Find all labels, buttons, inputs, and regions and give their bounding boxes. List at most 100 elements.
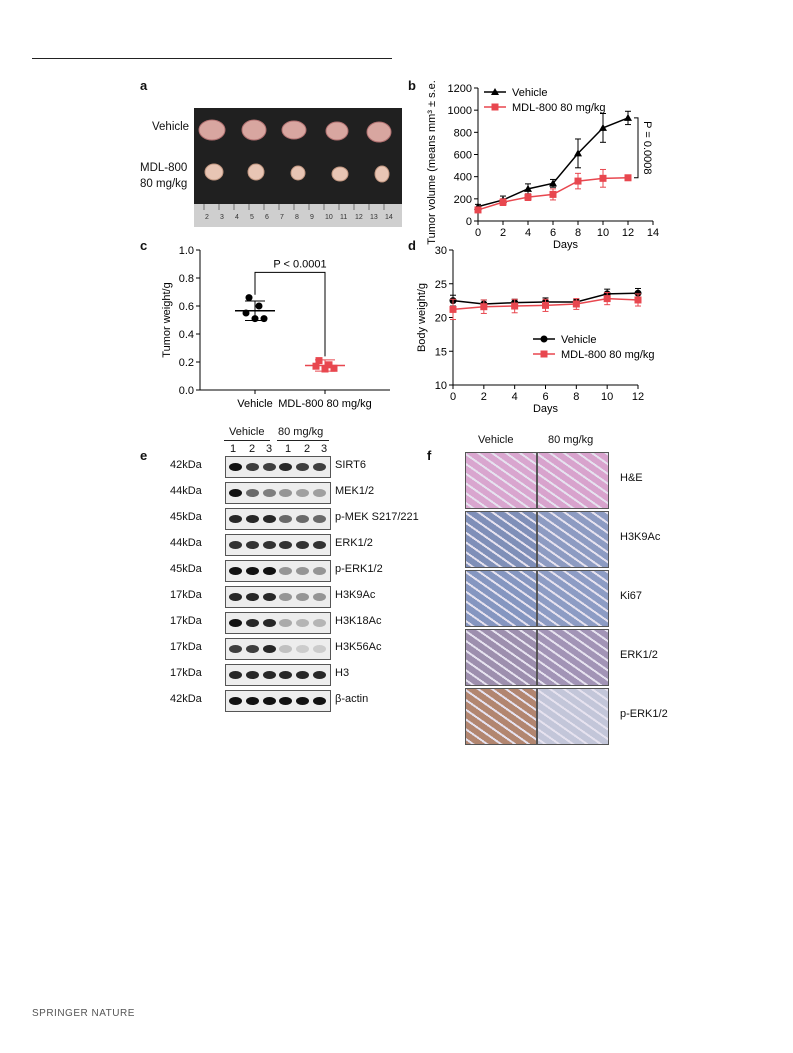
blot-band [313,489,326,497]
x-tick-label: 0 [450,391,456,403]
blot-kda-label: 17kDa [170,615,202,627]
x-tick-label: 4 [525,227,531,239]
ruler-tick-label: 12 [355,214,363,221]
y-tick-label: 200 [454,194,472,206]
panel-letter-b: b [408,78,416,93]
blot-band [296,541,310,549]
ruler-tick-label: 2 [205,214,209,221]
blot-protein-label: H3K18Ac [335,615,382,627]
ihc-image [537,629,609,686]
ihc-image [465,452,537,509]
blot-band [229,593,242,601]
blot-band [245,515,259,523]
blot-kda-label: 42kDa [170,693,202,705]
y-axis-label: Body weight/g [416,283,428,352]
ihc-stain-label: ERK1/2 [620,649,658,661]
lane-label: 2 [304,443,311,455]
x-tick-label: 6 [542,391,548,403]
blot-band [229,671,242,679]
y-tick-label: 400 [454,172,472,184]
ihc-header-vehicle: Vehicle [478,434,514,446]
blot-band [245,593,259,601]
legend-marker [540,350,548,358]
blot-band [296,645,310,653]
blot-kda-label: 17kDa [170,589,202,601]
blot-band [296,489,310,497]
blot-kda-label: 17kDa [170,641,202,653]
blot-band [279,697,293,705]
legend-label: Vehicle [561,334,596,346]
y-tick-label: 1200 [448,83,472,95]
blot-header-line-dose [277,440,329,441]
lane-label: 1 [230,443,237,455]
data-point [574,177,582,185]
x-tick-label: 4 [512,391,518,403]
blot-band [245,567,259,575]
legend-marker [540,335,548,343]
x-tick-label: 6 [550,227,556,239]
blot-band [279,671,293,679]
y-tick-label: 0.8 [179,273,194,285]
lane-label: 2 [249,443,256,455]
y-tick-label: 20 [435,313,447,325]
panel-letter-e: e [140,448,148,463]
legend-label: MDL-800 80 mg/kg [561,349,655,361]
x-axis-label: Days [533,403,559,415]
blot-band [296,697,310,705]
blot-band [229,541,242,549]
blot-band [296,619,310,627]
x-tick-label: 8 [573,391,579,403]
ruler-tick-label: 7 [280,214,284,221]
blot-header-dose: 80 mg/kg [278,426,324,438]
group-1 [305,357,345,373]
x-tick-label: 0 [475,227,481,239]
p-value-annotation: P = 0.0008 [641,121,653,174]
legend-marker [491,88,499,95]
chart-d-body-weight: 10 15 20 25 30 0 2 4 6 8 10 12 Days Body weight/g Vehi… [416,245,655,415]
x-tick-label: MDL-800 80 mg/kg [278,398,372,410]
blot-band [262,515,276,523]
ihc-stain-label: Ki67 [620,590,643,602]
p-value-annotation: P < 0.0001 [273,258,326,270]
blot-band [279,489,293,497]
ihc-image [465,511,537,568]
data-point [325,361,333,369]
y-tick-label: 0 [466,216,472,228]
blot-strip [225,456,331,478]
blot-kda-label: 44kDa [170,485,202,497]
data-point [542,301,549,309]
blot-protein-label: β-actin [335,693,369,705]
data-point [474,206,482,214]
blot-band [229,489,242,497]
x-tick-label: 10 [601,391,613,403]
data-point [572,300,580,308]
ihc-image [537,688,609,745]
blot-strip [225,638,331,660]
ruler-tick-label: 13 [370,214,378,221]
x-axis-label: Days [553,239,579,251]
ihc-stain-label: H&E [620,472,643,484]
data-point [549,179,557,187]
chart-c-tumor-weight: 0.0 0.2 0.4 0.6 0.8 1.0 Tumor weight/g Vehicle M… [161,245,390,410]
ihc-stain-label: H3K9Ac [620,531,661,543]
blot-band [245,619,259,627]
data-point [549,190,557,198]
blot-band [296,593,310,601]
data-point [242,309,250,317]
blot-band [245,463,259,471]
blot-band [296,567,310,575]
data-point [245,294,253,302]
data-point [599,123,607,131]
data-point [330,364,338,372]
blot-band [279,541,293,549]
data-point [603,295,611,303]
publisher-footer: SPRINGER NATURE [32,1008,135,1019]
blot-strip [225,690,331,712]
y-tick-label: 1000 [448,105,472,117]
ihc-image [537,452,609,509]
blot-strip [225,612,331,634]
blot-strip [225,560,331,582]
blot-band [262,489,276,497]
blot-band [296,463,310,471]
ihc-header-dose: 80 mg/kg [548,434,594,446]
